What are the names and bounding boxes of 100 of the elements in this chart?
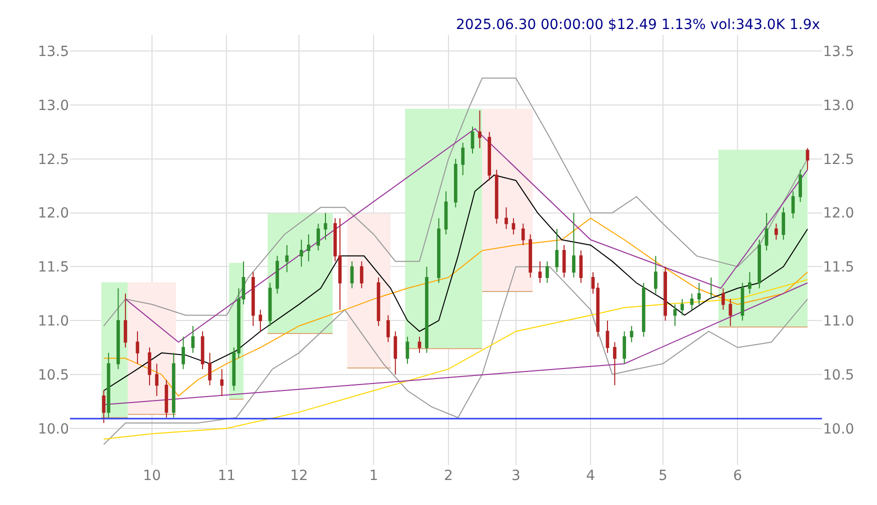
y-tick-label: 12.0 xyxy=(38,206,69,222)
candlestick xyxy=(579,250,583,284)
candlestick xyxy=(116,288,120,370)
line-series xyxy=(103,78,808,326)
candlestick xyxy=(360,260,364,289)
candlestick xyxy=(709,276,713,300)
candlestick xyxy=(664,266,668,322)
candlestick xyxy=(258,309,262,332)
candlestick xyxy=(252,272,255,326)
candlestick xyxy=(606,320,610,354)
candlestick xyxy=(454,158,458,208)
candlestick xyxy=(690,293,694,310)
candlestick xyxy=(774,223,778,240)
candlestick xyxy=(528,234,532,278)
candlestick xyxy=(562,244,566,278)
candlestick xyxy=(488,131,492,181)
y2-tick-label: 13.0 xyxy=(823,98,854,114)
candlestick xyxy=(572,212,576,278)
x-tick-label: 10 xyxy=(143,468,161,484)
candlestick xyxy=(276,255,279,294)
candlestick xyxy=(208,352,212,386)
line-series xyxy=(124,128,808,343)
y-tick-label: 10.5 xyxy=(38,367,69,384)
candlestick xyxy=(220,368,224,397)
y-tick-label: 11.5 xyxy=(38,260,69,276)
candlestick xyxy=(444,190,448,235)
y2-tick-label: 11.0 xyxy=(823,313,854,330)
candlestick xyxy=(504,206,508,230)
candlestick xyxy=(740,282,744,322)
x-tick-label: 6 xyxy=(733,468,742,484)
candlestick xyxy=(316,223,320,252)
y-tick-label: 13.0 xyxy=(38,98,69,114)
candlestick xyxy=(102,390,106,424)
candlestick xyxy=(200,330,204,370)
candlestick xyxy=(798,169,802,203)
candlestick xyxy=(182,336,185,370)
line-series xyxy=(103,218,808,397)
candlestick xyxy=(782,206,786,240)
y2-tick-label: 10.5 xyxy=(823,367,854,384)
text: 2025.06.30 00:00:00 $12.49 1.13% vol:343.0K 1.9x xyxy=(456,17,820,33)
candlestick xyxy=(764,212,768,252)
candlestick xyxy=(300,239,304,268)
x-tick-label: 12 xyxy=(290,468,308,484)
candlestick xyxy=(418,336,422,354)
candlestick xyxy=(470,126,474,154)
candlestick xyxy=(538,260,542,284)
y2-tick-label: 11.5 xyxy=(823,260,854,276)
candlestick xyxy=(622,330,626,364)
y2-tick-label: 12.0 xyxy=(823,206,854,222)
candlestick xyxy=(172,352,176,418)
candlestick xyxy=(673,304,677,326)
x-tick-label: 4 xyxy=(586,468,596,484)
y-tick-label: 13.5 xyxy=(38,44,69,60)
candlestick xyxy=(155,363,158,397)
y-tick-label: 12.5 xyxy=(38,152,69,168)
candlestick xyxy=(148,347,152,386)
line-series xyxy=(103,174,808,392)
candlestick xyxy=(654,255,658,294)
y2-tick-label: 12.5 xyxy=(823,152,854,168)
candlestick xyxy=(191,325,195,354)
candlestick xyxy=(164,379,168,418)
candlestick xyxy=(124,293,128,348)
candlestick xyxy=(758,239,762,289)
y-tick-label: 10.0 xyxy=(38,421,69,438)
candlestick xyxy=(697,282,701,305)
candlestick xyxy=(350,260,354,289)
candlestick xyxy=(324,212,328,240)
candlestick xyxy=(285,244,289,273)
x-tick-label: 3 xyxy=(511,468,520,484)
x-tick-label: 1 xyxy=(369,468,378,484)
candlestick xyxy=(512,218,516,235)
candlestick xyxy=(461,142,465,176)
y2-tick-label: 13.5 xyxy=(823,44,854,60)
candlestick xyxy=(613,342,616,386)
candlestick xyxy=(106,352,110,418)
candlestick xyxy=(494,169,498,224)
candlestick xyxy=(806,148,810,170)
candlestick xyxy=(425,266,428,354)
y2-tick-label: 10.0 xyxy=(823,421,854,438)
candlestick xyxy=(546,260,549,284)
candlestick xyxy=(630,325,634,343)
x-tick-label: 2 xyxy=(444,468,453,484)
x-tick-label: 11 xyxy=(218,468,236,484)
candlestick xyxy=(478,110,482,149)
candlestick xyxy=(406,336,410,364)
candlestick xyxy=(680,298,684,316)
candlestick xyxy=(136,330,140,364)
y-tick-label: 11.0 xyxy=(38,313,69,330)
candlestick xyxy=(376,276,380,326)
x-tick-label: 5 xyxy=(658,468,668,484)
candlestick xyxy=(722,288,725,310)
candlestick xyxy=(386,314,390,343)
candlestick xyxy=(394,330,398,375)
candlestick xyxy=(642,282,646,338)
candlestick xyxy=(306,234,310,262)
candlestick xyxy=(555,228,559,273)
candlestick xyxy=(791,190,795,219)
candlestick xyxy=(437,218,440,284)
candlestick xyxy=(728,298,732,326)
candlestick xyxy=(748,272,752,294)
